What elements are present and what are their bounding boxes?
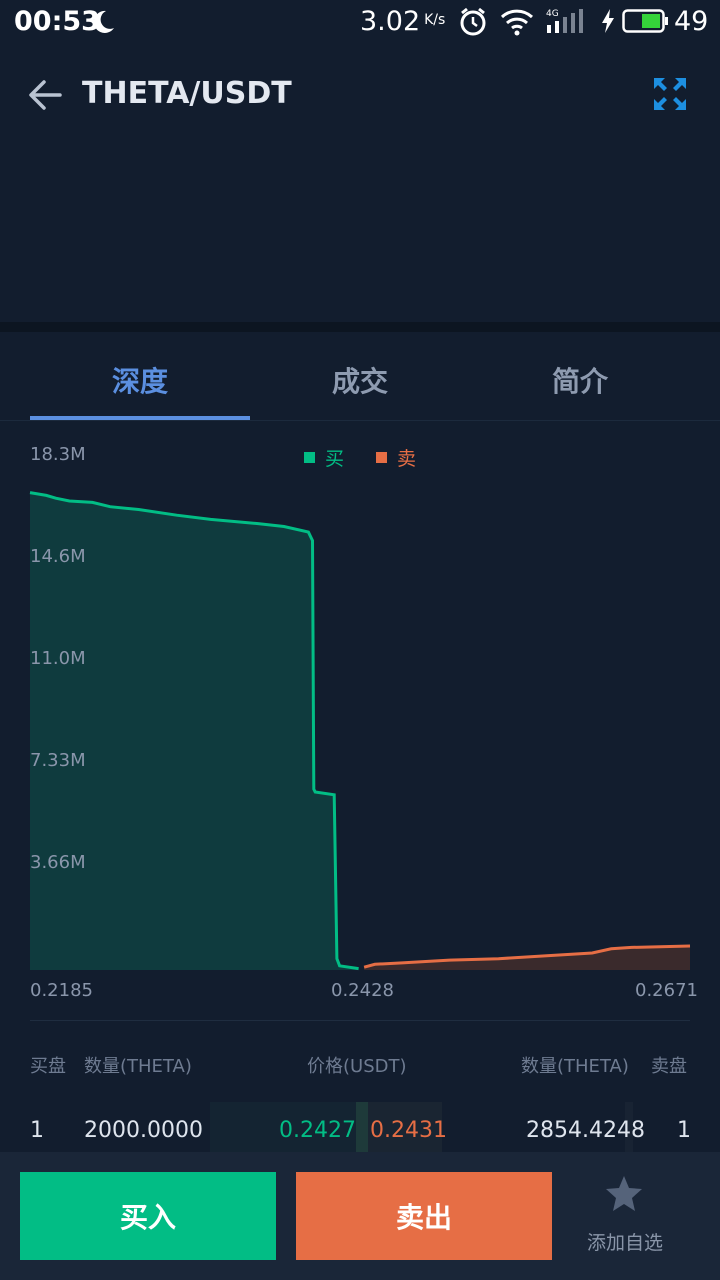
sell-depth-bar: [368, 1102, 442, 1154]
orderbook-buy-qty[interactable]: 2000.0000: [84, 1118, 203, 1143]
page-title: THETA/USDT: [82, 76, 292, 111]
orderbook-sell-qty[interactable]: 2854.4248: [526, 1118, 645, 1143]
buy-depth-bar: [210, 1102, 360, 1154]
legend-buy-swatch: [304, 452, 315, 463]
app-header: THETA/USDT: [0, 44, 720, 144]
battery-level: 49: [674, 6, 709, 37]
orderbook-sell-index: 1: [677, 1118, 691, 1143]
buy-button[interactable]: 买入: [20, 1172, 276, 1260]
buy-depth-bar-edge: [356, 1102, 368, 1154]
depth-chart: 买 卖 18.3M 14.6M 11.0M 7.33M 3.66M 0.2185…: [0, 432, 720, 1012]
buy-depth-area: [30, 492, 359, 970]
tab-divider: [0, 420, 720, 421]
network-speed: 3.02 K/s: [360, 6, 445, 37]
x-tick-label: 0.2185: [30, 980, 93, 1001]
legend-buy-label: 买: [325, 448, 345, 470]
tab-depth[interactable]: 深度: [111, 365, 168, 398]
bottom-action-bar: 买入 卖出 添加自选: [0, 1152, 720, 1280]
moon-icon: [90, 9, 116, 39]
y-tick-label: 3.66M: [30, 852, 86, 873]
sell-button[interactable]: 卖出: [296, 1172, 552, 1260]
y-tick-label: 14.6M: [30, 546, 86, 567]
orderbook-sell-price[interactable]: 0.2431: [370, 1118, 447, 1143]
tab-bar: 深度 成交 简介: [0, 332, 720, 422]
speed-value: 3.02: [360, 6, 421, 37]
buy-depth-line: [29, 491, 359, 971]
depth-plot: [29, 491, 691, 971]
signal-icon: 4G: [545, 7, 587, 39]
y-tick-label: 11.0M: [30, 648, 86, 669]
x-tick-label: 0.2428: [331, 980, 394, 1001]
charging-icon: [601, 9, 615, 37]
add-favorite-label[interactable]: 添加自选: [586, 1232, 663, 1254]
speed-unit: K/s: [424, 12, 446, 28]
star-icon[interactable]: [604, 1174, 644, 1218]
active-tab-indicator: [30, 416, 250, 420]
tab-trades[interactable]: 成交: [331, 365, 388, 398]
x-tick-label: 0.2671: [635, 980, 698, 1001]
orderbook-buy-price[interactable]: 0.2427: [279, 1118, 356, 1143]
status-bar: 00:53 3.02 K/s 4G 49: [0, 0, 720, 44]
legend-sell: 卖: [376, 444, 416, 471]
orderbook-header-sell-qty: 数量(THETA): [521, 1056, 629, 1077]
status-time: 00:53: [14, 6, 100, 37]
tab-intro[interactable]: 简介: [551, 365, 608, 398]
network-type: 4G: [546, 9, 559, 19]
orderbook-header-buy-qty: 数量(THETA): [84, 1056, 192, 1077]
section-divider: [0, 322, 720, 332]
sell-depth-line: [363, 944, 691, 969]
sell-depth-bar-edge: [625, 1102, 633, 1154]
y-tick-label: 18.3M: [30, 444, 86, 465]
orderbook-header-buy-side: 买盘: [30, 1056, 66, 1077]
fullscreen-icon[interactable]: [652, 76, 688, 116]
wifi-icon: [500, 8, 534, 40]
legend-buy: 买: [304, 444, 344, 471]
battery-icon: [622, 9, 668, 37]
y-tick-label: 7.33M: [30, 750, 86, 771]
orderbook-header-sell-side: 卖盘: [651, 1056, 687, 1077]
legend-sell-label: 卖: [397, 448, 417, 470]
legend-sell-swatch: [376, 452, 387, 463]
orderbook-buy-index: 1: [30, 1118, 44, 1143]
back-arrow-icon[interactable]: [26, 76, 64, 118]
orderbook-divider: [30, 1020, 690, 1021]
alarm-icon: [458, 7, 488, 41]
orderbook-header-price: 价格(USDT): [307, 1056, 407, 1077]
